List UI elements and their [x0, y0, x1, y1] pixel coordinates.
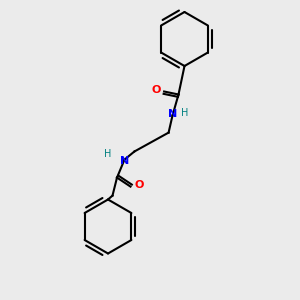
Text: H: H	[104, 149, 112, 159]
Text: O: O	[134, 180, 144, 190]
Text: H: H	[181, 107, 188, 118]
Text: N: N	[120, 156, 129, 166]
Text: N: N	[168, 109, 177, 119]
Text: O: O	[152, 85, 161, 95]
